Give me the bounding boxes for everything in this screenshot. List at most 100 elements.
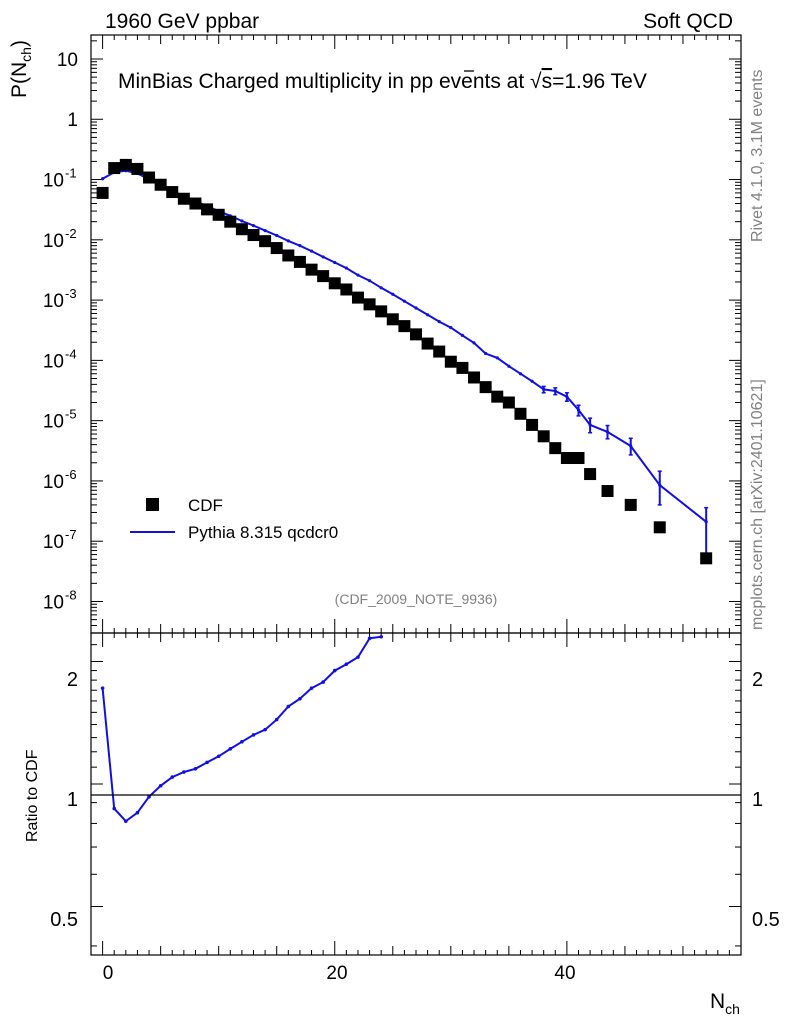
- cdf-point: [625, 499, 637, 511]
- y-tick-exponent: -7: [65, 527, 77, 542]
- pythia-point: [530, 380, 533, 383]
- y-tick-label-1e-3: 10: [43, 291, 64, 312]
- cdf-point: [236, 223, 248, 235]
- header-right: Soft QCD: [643, 10, 733, 33]
- y-tick-label-1e-1: 10: [43, 171, 64, 192]
- pythia-point: [345, 266, 348, 269]
- cdf-point: [364, 298, 376, 310]
- pythia-point: [240, 219, 243, 222]
- cdf-point: [410, 328, 422, 340]
- y-tick-label-10: 10: [57, 50, 78, 71]
- ratio-point: [287, 705, 291, 709]
- ratio-right-tick-label-0.5: 0.5: [752, 909, 780, 931]
- chart-title: MinBias Charged multiplicity in pp event…: [118, 70, 647, 93]
- ratio-point: [321, 680, 325, 684]
- cdf-point: [398, 320, 410, 332]
- cdf-point: [271, 242, 283, 254]
- pythia-point: [403, 300, 406, 303]
- pythia-point: [507, 365, 510, 368]
- y-axis-title: P(Nch): [8, 40, 34, 98]
- pythia-point: [252, 224, 255, 227]
- x-tick-label-20: 20: [326, 963, 347, 984]
- cdf-point: [201, 203, 213, 215]
- ratio-point: [345, 662, 349, 666]
- analysis-id: (CDF_2009_NOTE_9936): [335, 591, 498, 607]
- mcplots-label: mcplots.cern.ch [arXiv:2401.10621]: [749, 379, 766, 630]
- ratio-point: [194, 767, 198, 771]
- cdf-point: [433, 346, 445, 358]
- cdf-point: [480, 381, 492, 393]
- ratio-y-tick-label-0.5: 0.5: [50, 909, 78, 931]
- cdf-point: [294, 256, 306, 268]
- cdf-point: [700, 552, 712, 564]
- pythia-line: [103, 171, 707, 522]
- pythia-point: [438, 320, 441, 323]
- pythia-point: [333, 261, 336, 264]
- cdf-point: [259, 235, 271, 247]
- ratio-x-axis-ticks: [103, 633, 730, 955]
- ratio-y-tick-label-1: 1: [67, 789, 78, 811]
- cdf-point: [538, 430, 550, 442]
- ratio-point: [252, 733, 256, 737]
- cdf-point: [602, 485, 614, 497]
- ratio-panel-frame: [91, 633, 741, 955]
- legend-cdf-label: CDF: [188, 496, 223, 515]
- cdf-point: [189, 198, 201, 210]
- cdf-point: [178, 193, 190, 205]
- cdf-point: [282, 249, 294, 261]
- y-tick-label-1e-6: 10: [43, 472, 64, 493]
- y-tick-exponent: -4: [65, 346, 77, 361]
- ratio-point: [170, 775, 174, 779]
- ratio-point: [182, 770, 186, 774]
- ratio-point: [228, 747, 232, 751]
- pythia-point: [310, 249, 313, 252]
- cdf-point: [654, 521, 666, 533]
- pythia-point: [356, 273, 359, 276]
- ratio-point: [124, 819, 128, 823]
- ratio-point: [333, 669, 337, 673]
- main-y-tick-labels: 10 1 10-810-710-610-510-410-310-210-1: [43, 50, 78, 613]
- cdf-point: [387, 313, 399, 325]
- y-tick-exponent: -3: [65, 286, 77, 301]
- ratio-line: [103, 637, 382, 821]
- pythia-point: [275, 234, 278, 237]
- ratio-y-tick-label-2: 2: [67, 669, 78, 691]
- y-tick-label-1e-5: 10: [43, 412, 64, 433]
- pythia-point: [264, 229, 267, 232]
- pythia-point: [380, 286, 383, 289]
- pythia-point: [472, 341, 475, 344]
- cdf-point: [491, 391, 503, 403]
- cdf-point: [340, 283, 352, 295]
- pythia-point: [484, 352, 487, 355]
- legend-pythia-label: Pythia 8.315 qcdcr0: [188, 523, 338, 542]
- y-tick-exponent: -2: [65, 226, 77, 241]
- cdf-point: [317, 270, 329, 282]
- cdf-point: [108, 162, 120, 174]
- cdf-point: [120, 159, 132, 171]
- pythia-point: [414, 306, 417, 309]
- y-tick-exponent: -8: [65, 587, 77, 602]
- ratio-point: [205, 761, 209, 765]
- pythia-point: [322, 255, 325, 258]
- pythia-point: [368, 279, 371, 282]
- cdf-point: [97, 187, 109, 199]
- ratio-point: [136, 811, 140, 815]
- cdf-point: [584, 468, 596, 480]
- ratio-point: [368, 637, 372, 641]
- cdf-point: [143, 172, 155, 184]
- pythia-point: [287, 239, 290, 242]
- cdf-point: [213, 209, 225, 221]
- ratio-point: [112, 807, 116, 811]
- y-tick-label-1e-7: 10: [43, 532, 64, 553]
- ratio-point: [298, 697, 302, 701]
- cdf-point: [248, 229, 260, 241]
- pythia-point: [461, 334, 464, 337]
- cdf-point: [573, 452, 585, 464]
- ratio-point: [101, 686, 105, 690]
- cdf-point: [456, 362, 468, 374]
- ratio-point: [263, 728, 267, 732]
- cdf-point: [549, 442, 561, 454]
- y-tick-label-1e-2: 10: [43, 231, 64, 252]
- pythia-point: [426, 313, 429, 316]
- header-left: 1960 GeV ppbar: [105, 10, 259, 33]
